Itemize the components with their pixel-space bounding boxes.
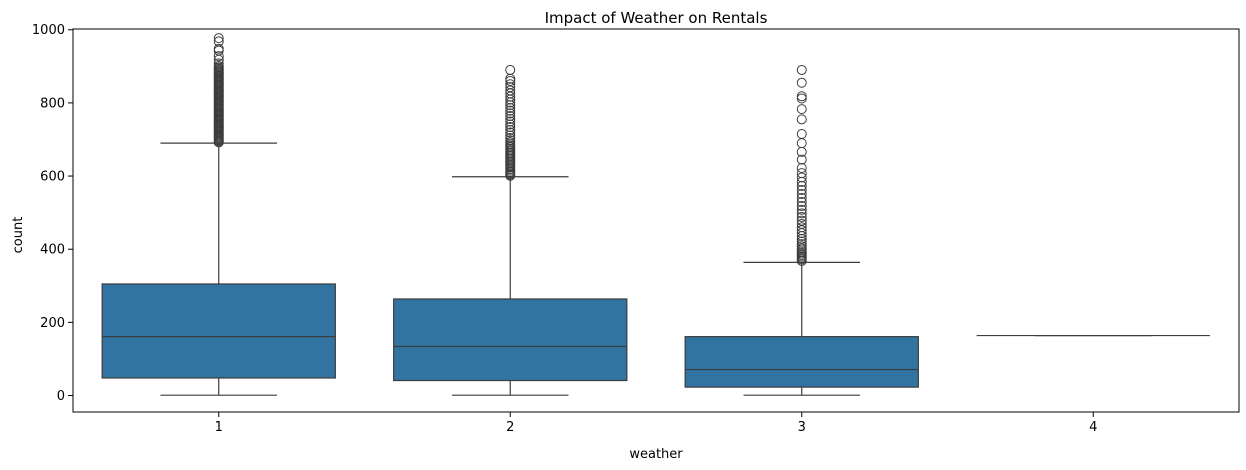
plot-layer <box>101 33 1210 396</box>
y-tick-label: 400 <box>40 243 65 258</box>
x-tick-label: 2 <box>506 420 514 435</box>
outlier-point <box>796 114 807 125</box>
x-tick-label: 4 <box>1089 420 1097 435</box>
outlier-point <box>505 105 516 116</box>
outlier-point <box>213 33 224 44</box>
x-tick-label: 3 <box>798 420 806 435</box>
outlier-point <box>796 128 807 139</box>
outlier-point <box>796 243 807 254</box>
outlier-point <box>505 91 516 102</box>
outlier-point <box>505 119 516 130</box>
outlier-point <box>796 138 807 149</box>
box-group-3 <box>684 64 919 396</box>
outlier-point <box>796 215 807 226</box>
outlier-point <box>796 208 807 219</box>
plot-frame <box>72 28 1240 413</box>
outlier-point <box>796 241 807 252</box>
outlier-point <box>796 204 807 215</box>
outlier-point <box>213 60 224 71</box>
box-group-2 <box>393 64 628 396</box>
chart-title: Impact of Weather on Rentals <box>545 9 768 27</box>
outlier-point <box>796 154 807 165</box>
y-tick-label: 600 <box>40 170 65 185</box>
outlier-point <box>796 218 807 229</box>
outlier-point <box>796 212 807 223</box>
outlier-point <box>796 193 807 204</box>
outlier-point <box>796 225 807 236</box>
outlier-point <box>796 184 807 195</box>
outlier-point <box>213 43 224 54</box>
outlier-point <box>505 135 516 146</box>
outlier-point <box>213 51 224 62</box>
outlier-point <box>505 85 516 96</box>
outlier-point <box>796 64 807 75</box>
outlier-point <box>505 133 516 144</box>
outlier-point <box>796 188 807 199</box>
outlier-point <box>505 124 516 135</box>
outlier-point <box>505 108 516 119</box>
outlier-point <box>796 222 807 233</box>
x-tick-label: 1 <box>215 420 223 435</box>
outlier-point <box>796 201 807 212</box>
outlier-point <box>213 58 224 69</box>
outlier-point <box>505 116 516 127</box>
outlier-point <box>213 36 224 47</box>
outlier-point <box>505 64 516 75</box>
outlier-point <box>505 113 516 124</box>
outlier-point <box>505 127 516 138</box>
box-iqr <box>684 336 919 388</box>
outlier-point <box>796 163 807 174</box>
outlier-point <box>505 100 516 111</box>
outlier-point <box>505 122 516 133</box>
outlier-point <box>505 79 516 90</box>
outlier-point <box>505 75 516 86</box>
outlier-point <box>505 137 516 148</box>
box-group-1 <box>101 33 336 396</box>
outlier-point <box>796 93 807 104</box>
box-iqr <box>393 298 628 382</box>
outlier-point <box>505 111 516 122</box>
y-tick-label: 1000 <box>32 23 65 38</box>
outlier-point <box>796 180 807 191</box>
y-tick-label: 800 <box>40 96 65 111</box>
outlier-point <box>796 239 807 250</box>
outlier-point <box>796 172 807 183</box>
outlier-point <box>796 104 807 115</box>
outlier-point <box>796 197 807 208</box>
outlier-point <box>796 168 807 179</box>
y-tick-label: 200 <box>40 316 65 331</box>
y-axis-label: count <box>11 217 26 254</box>
outlier-point <box>505 82 516 93</box>
outlier-point <box>505 130 516 141</box>
y-tick-label: 0 <box>57 389 65 404</box>
outlier-point <box>505 73 516 84</box>
outlier-point <box>796 77 807 88</box>
outlier-point <box>796 236 807 247</box>
outlier-point <box>505 103 516 114</box>
x-axis-label: weather <box>629 447 683 462</box>
box-iqr <box>101 283 336 379</box>
outlier-point <box>796 91 807 102</box>
